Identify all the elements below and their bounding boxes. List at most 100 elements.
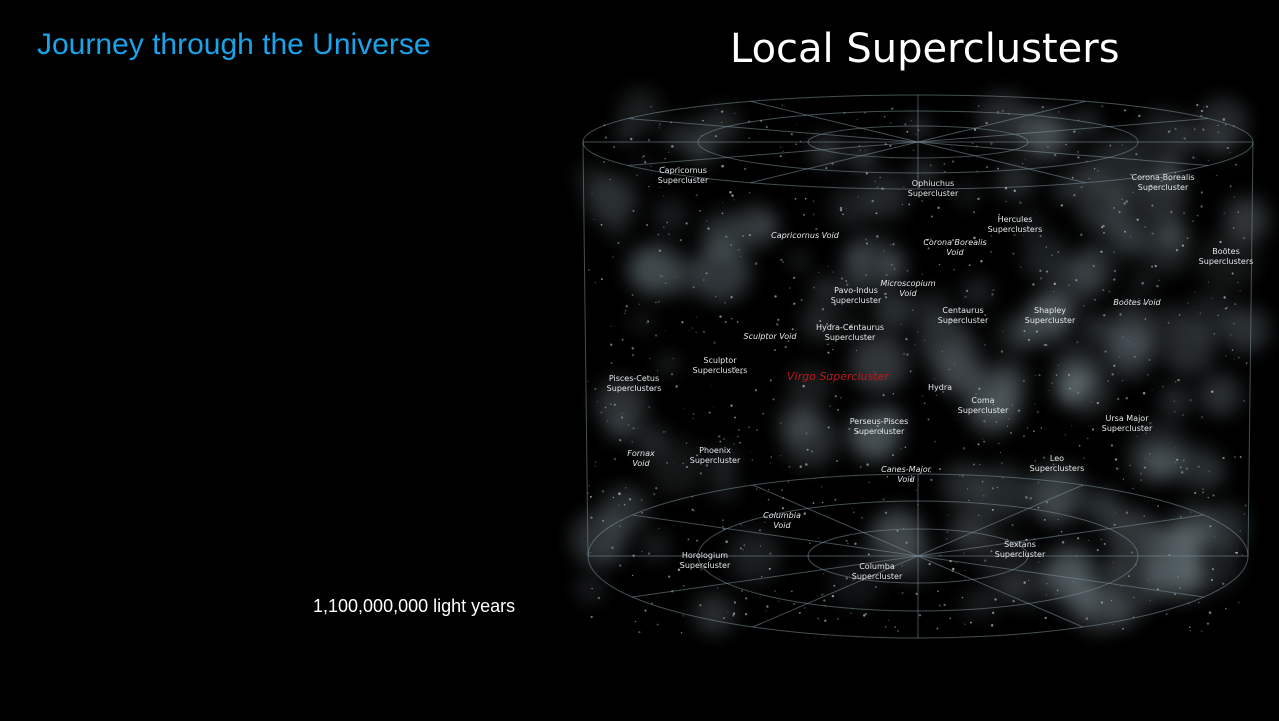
galaxy-dot — [1072, 581, 1074, 583]
galaxy-dot — [1222, 582, 1225, 585]
galaxy-dot — [1226, 146, 1229, 150]
galaxy-dot — [1174, 446, 1176, 449]
galaxy-dot — [652, 388, 654, 391]
galaxy-dot — [889, 144, 892, 147]
galaxy-dot — [1051, 382, 1054, 385]
galaxy-dot — [713, 341, 716, 344]
galaxy-dot — [1217, 314, 1219, 317]
galaxy-dot — [802, 384, 805, 388]
galaxy-dot — [609, 403, 612, 406]
cloud — [847, 427, 867, 446]
galaxy-dot — [641, 512, 643, 514]
galaxy-dot — [784, 345, 787, 349]
cloud — [829, 186, 872, 229]
galaxy-dot — [1235, 163, 1238, 166]
galaxy-dot — [1229, 152, 1231, 154]
galaxy-dot — [965, 289, 969, 293]
galaxy-dot — [1039, 277, 1043, 280]
galaxy-dot — [1039, 269, 1042, 272]
cloud — [596, 379, 647, 431]
galaxy-dot — [677, 568, 681, 572]
galaxy-dot — [1192, 220, 1194, 222]
galaxy-dot — [1207, 159, 1210, 162]
cloud — [1198, 231, 1259, 291]
galaxy-dot — [1069, 387, 1072, 390]
galaxy-dot — [890, 244, 892, 246]
galaxy-dot — [799, 465, 803, 468]
galaxy-dot — [876, 425, 879, 428]
galaxy-dot — [624, 312, 626, 314]
map-label: Supercluster — [658, 176, 709, 185]
galaxy-dot — [740, 256, 742, 258]
galaxy-dot — [849, 325, 852, 328]
galaxy-dot — [1217, 124, 1219, 127]
map-label: Supercluster — [938, 316, 989, 325]
galaxy-dot — [996, 486, 998, 489]
galaxy-dot — [1097, 170, 1099, 172]
galaxy-dot — [831, 271, 834, 273]
galaxy-dot — [609, 343, 613, 347]
galaxy-dot — [732, 614, 735, 617]
map-label: Superclusters — [693, 366, 748, 375]
galaxy-dot — [930, 164, 932, 166]
galaxy-dot — [1083, 305, 1085, 307]
galaxy-dot — [716, 587, 719, 589]
galaxy-dot — [587, 492, 590, 495]
galaxy-dot — [676, 166, 679, 168]
galaxy-dot — [1115, 467, 1119, 470]
galaxy-dot — [667, 233, 671, 236]
galaxy-dot — [999, 451, 1001, 453]
galaxy-dot — [1117, 397, 1120, 401]
galaxy-dot — [1001, 462, 1003, 464]
galaxy-dot — [861, 517, 863, 519]
galaxy-dot — [687, 538, 690, 541]
galaxy-dot — [1053, 282, 1057, 286]
galaxy-dot — [884, 296, 888, 299]
galaxy-dot — [1239, 456, 1242, 459]
galaxy-dot — [744, 597, 748, 600]
cloud — [702, 218, 739, 254]
galaxy-dot — [788, 465, 791, 468]
map-label: Supercluster — [1025, 316, 1076, 325]
galaxy-dot — [618, 492, 621, 496]
cloud — [1203, 462, 1228, 486]
galaxy-clouds — [571, 89, 1270, 635]
galaxy-dot — [888, 619, 890, 622]
galaxy-dot — [699, 603, 702, 607]
map-label: Perseus-Pisces — [850, 417, 909, 426]
cloud — [996, 314, 1037, 355]
galaxy-dot — [1196, 103, 1199, 107]
galaxy-dot — [601, 489, 605, 493]
galaxy-dot — [1005, 200, 1007, 203]
galaxy-dot — [902, 352, 906, 356]
galaxy-dot — [1029, 497, 1032, 500]
galaxy-dot — [776, 323, 779, 326]
galaxy-dot — [1090, 401, 1092, 403]
galaxy-dot — [655, 487, 658, 490]
galaxy-dot — [1114, 458, 1117, 461]
galaxy-dot — [1225, 607, 1227, 610]
galaxy-dot — [609, 178, 611, 181]
galaxy-dot — [665, 431, 667, 433]
galaxy-dot — [649, 357, 651, 360]
galaxy-dot — [875, 429, 877, 431]
galaxy-dot — [1168, 554, 1171, 556]
galaxy-dot — [780, 258, 783, 262]
galaxy-dot — [836, 460, 838, 462]
galaxy-dot — [1133, 355, 1136, 358]
galaxy-dot — [1222, 456, 1225, 460]
galaxy-dot — [733, 199, 735, 201]
galaxy-dot — [1079, 132, 1081, 134]
galaxy-dot — [1241, 554, 1243, 556]
cloud — [1198, 98, 1248, 148]
galaxy-dot — [692, 509, 696, 512]
galaxy-dot — [610, 362, 613, 364]
cloud — [1053, 356, 1097, 400]
cloud — [1186, 292, 1234, 340]
galaxy-dot — [740, 523, 743, 526]
galaxy-dot — [1120, 585, 1123, 588]
galaxy-dot — [1205, 105, 1209, 108]
galaxy-dot — [910, 475, 913, 477]
galaxy-dot — [705, 272, 708, 275]
cloud — [693, 593, 735, 635]
